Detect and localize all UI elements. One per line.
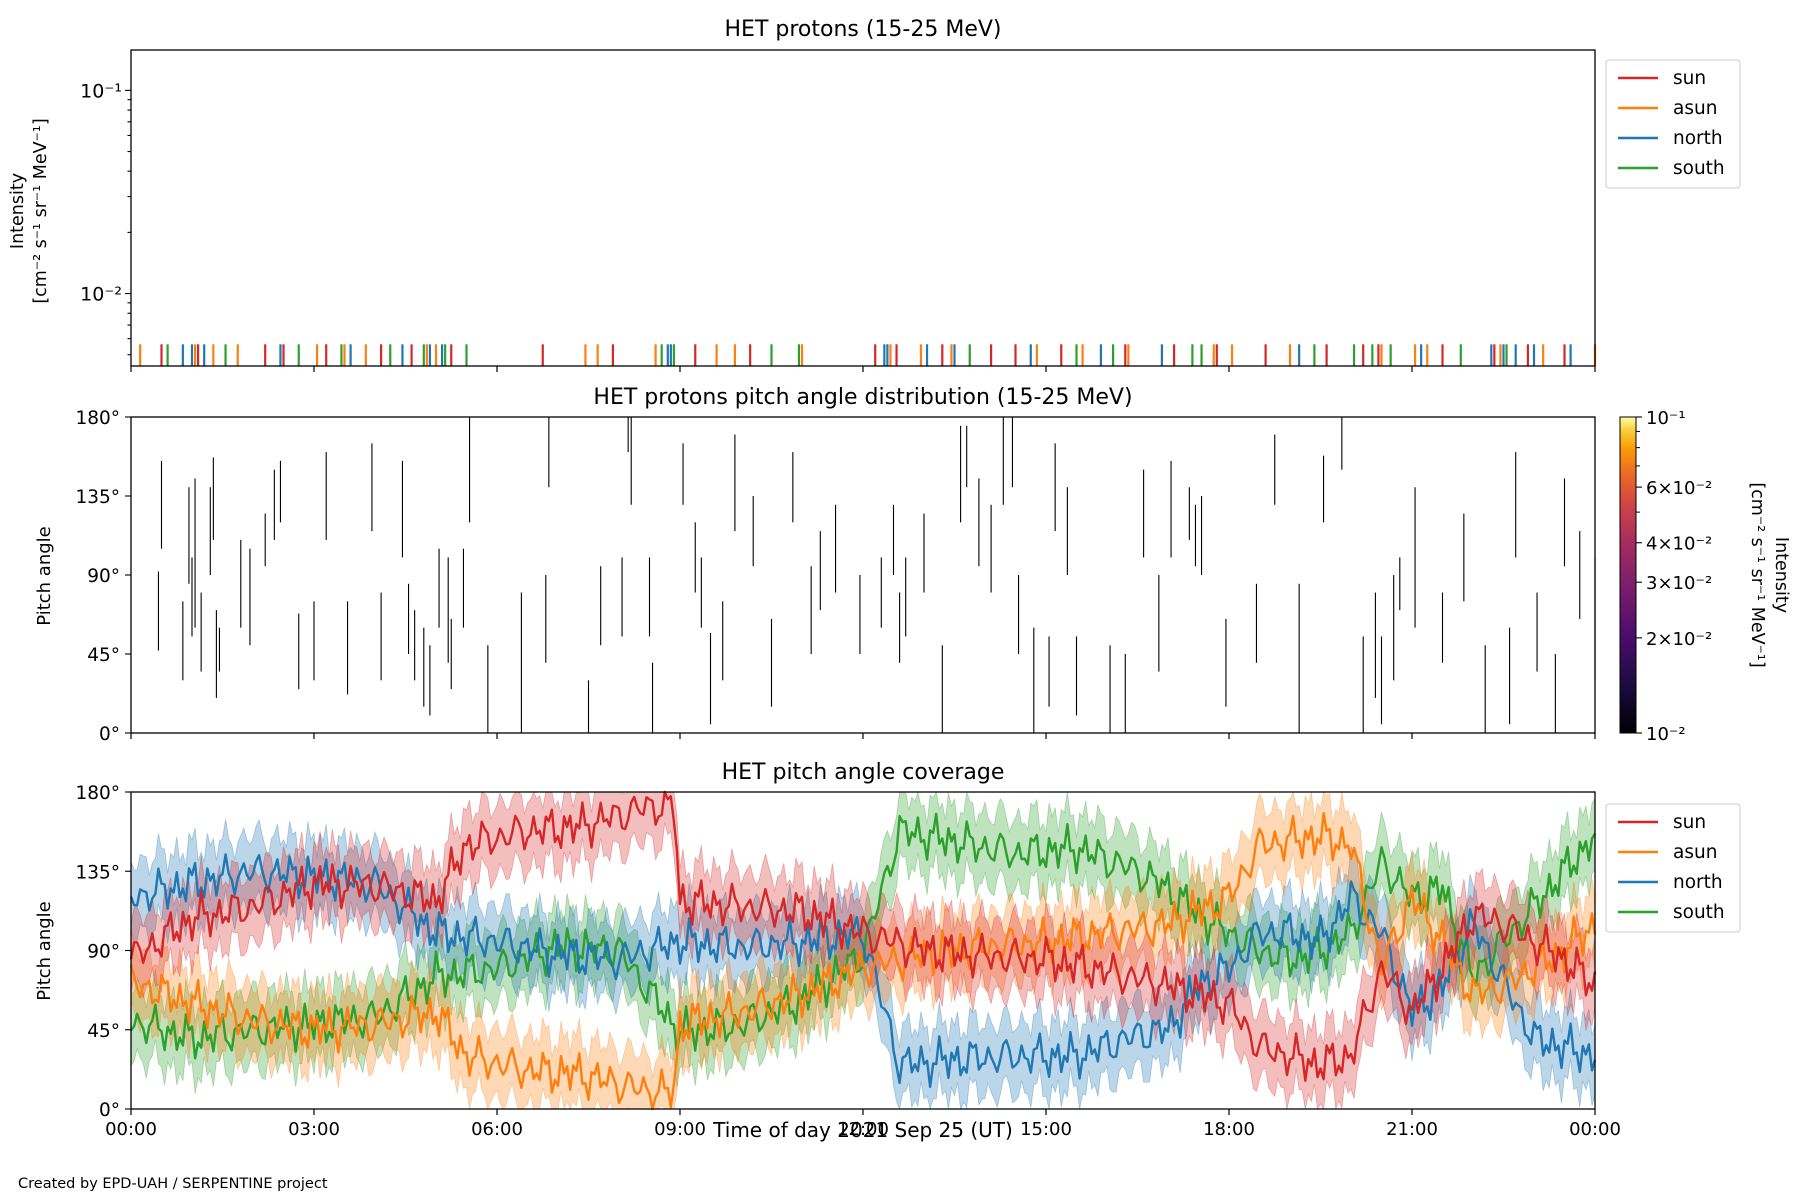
colorbar-gradient: [1619, 416, 1637, 734]
y-tick-label: 10⁻²: [80, 284, 122, 306]
coverage-line-north: [129, 853, 1597, 1089]
plot-frame: [130, 416, 1596, 734]
y-tick-label: 135°: [75, 487, 120, 508]
y-tick-label: 0°: [99, 724, 120, 745]
legend-label-north: north: [1673, 128, 1723, 149]
y-tick-label: 0°: [99, 1100, 120, 1121]
x-axis-label: Time of day 2021 Sep 25 (UT): [712, 1118, 1013, 1142]
y-axis-label: Pitch angle: [34, 526, 55, 625]
colorbar-tick-label: 6×10⁻²: [1646, 478, 1712, 499]
y-ticks: 0° 45° 90° 135° 180°: [75, 783, 131, 1121]
coverage-panel: HET pitch angle coverage Pitch angle 0° 4…: [34, 760, 1741, 1140]
panel-title: HET pitch angle coverage: [722, 760, 1005, 785]
legend: sun asun north south: [1605, 59, 1741, 189]
legend: sun asun north south: [1605, 803, 1741, 933]
intensity-spikes: [139, 344, 1597, 366]
colorbar-tick-label: 3×10⁻²: [1646, 573, 1712, 594]
coverage-line-asun: [129, 812, 1597, 1111]
plot-frame: [130, 791, 1596, 1110]
colorbar: 10⁻² 2×10⁻² 3×10⁻² 4×10⁻² 6×10⁻² 10⁻¹ Intensi…: [1619, 408, 1791, 745]
y-tick-label: 45°: [87, 645, 120, 666]
y-ticks: 0° 45° 90° 135° 180°: [75, 408, 131, 745]
x-tick-label: 15:00: [1020, 1119, 1072, 1140]
x-ticks: [130, 733, 1596, 739]
y-ticks: 10⁻² 10⁻¹: [80, 80, 131, 356]
y-axis-label: Pitch angle: [34, 901, 55, 1000]
legend-label-south: south: [1673, 902, 1725, 923]
legend-box: [1605, 803, 1741, 933]
colorbar-tick-label: 2×10⁻²: [1646, 629, 1712, 650]
x-tick-label: 06:00: [471, 1119, 523, 1140]
svg-text:Intensity: Intensity: [8, 173, 28, 249]
y-tick-label: 45°: [87, 1021, 120, 1042]
intensity-panel: HET protons (15-25 MeV) Intensity [cm⁻² …: [8, 17, 1741, 372]
credit-footer: Created by EPD-UAH / SERPENTINE project: [18, 1176, 328, 1192]
legend-label-sun: sun: [1673, 812, 1706, 833]
y-axis-label: Intensity [cm⁻² s⁻¹ sr⁻¹ MeV⁻¹]: [8, 118, 51, 303]
panel-title: HET protons (15-25 MeV): [725, 17, 1002, 42]
colorbar-label: Intensity: [1771, 537, 1791, 613]
coverage-line-sun: [129, 790, 1597, 1082]
legend-label-south: south: [1673, 158, 1725, 179]
panel-title: HET protons pitch angle distribution (15…: [593, 385, 1132, 410]
x-ticks: 00:00 03:00 06:00 09:00 12:00 15:00 18:00 21:00…: [105, 1109, 1621, 1140]
x-tick-label: 21:00: [1386, 1119, 1438, 1140]
svg-text:[cm⁻² s⁻¹ sr⁻¹ MeV⁻¹]: [cm⁻² s⁻¹ sr⁻¹ MeV⁻¹]: [31, 118, 51, 303]
x-tick-label: 09:00: [654, 1119, 706, 1140]
x-tick-label: 00:00: [1569, 1119, 1621, 1140]
y-tick-label: 135°: [75, 862, 120, 883]
y-tick-label: 180°: [75, 408, 120, 429]
pad-panel: HET protons pitch angle distribution (15…: [34, 385, 1791, 745]
legend-label-asun: asun: [1673, 842, 1717, 863]
legend-box: [1605, 59, 1741, 189]
x-tick-label: 00:00: [105, 1119, 157, 1140]
x-ticks: [130, 366, 1596, 372]
colorbar-ticks: 10⁻² 2×10⁻² 3×10⁻² 4×10⁻² 6×10⁻² 10⁻¹: [1636, 408, 1712, 745]
coverage-series: [129, 790, 1597, 1111]
colorbar-units: [cm⁻² s⁻¹ sr⁻¹ MeV⁻¹]: [1747, 482, 1767, 667]
colorbar-tick-label: 4×10⁻²: [1646, 534, 1712, 555]
x-tick-label: 12:00: [837, 1119, 889, 1140]
colorbar-tick-label: 10⁻²: [1646, 724, 1686, 745]
x-tick-label: 18:00: [1203, 1119, 1255, 1140]
y-tick-label: 180°: [75, 783, 120, 804]
colorbar-tick-label: 10⁻¹: [1646, 408, 1686, 429]
legend-label-north: north: [1673, 872, 1723, 893]
legend-label-asun: asun: [1673, 98, 1717, 119]
y-tick-label: 90°: [87, 942, 120, 963]
x-tick-label: 03:00: [288, 1119, 340, 1140]
y-tick-label: 90°: [87, 566, 120, 587]
legend-label-sun: sun: [1673, 68, 1706, 89]
pad-segments: [157, 417, 1596, 733]
y-tick-label: 10⁻¹: [80, 80, 122, 102]
plot-frame: [130, 49, 1596, 367]
